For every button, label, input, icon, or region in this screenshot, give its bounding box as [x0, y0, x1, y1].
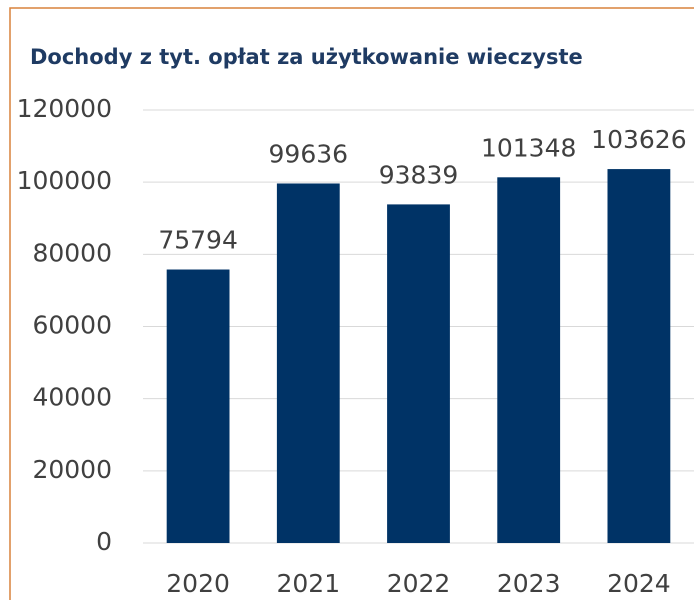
data-label: 93839 — [379, 160, 459, 189]
y-tick-label: 120000 — [17, 94, 112, 123]
bar — [166, 269, 230, 543]
x-tick-label: 2020 — [166, 569, 230, 598]
data-label: 75794 — [158, 226, 238, 255]
frame — [9, 7, 694, 600]
x-tick-label: 2023 — [497, 569, 561, 598]
data-label: 99636 — [269, 139, 349, 168]
data-label: 101348 — [481, 133, 576, 162]
y-tick-label: 60000 — [32, 311, 112, 340]
y-tick-label: 80000 — [32, 238, 112, 267]
x-tick-label: 2021 — [276, 569, 340, 598]
bar — [276, 183, 340, 543]
bar — [387, 204, 450, 543]
y-tick-label: 0 — [96, 527, 112, 556]
x-tick-label: 2022 — [387, 569, 451, 598]
y-tick-label: 40000 — [32, 383, 112, 412]
y-tick-label: 100000 — [17, 166, 112, 195]
bar — [607, 169, 671, 543]
data-label: 103626 — [591, 125, 686, 154]
chart-title: Dochody z tyt. opłat za użytkowanie wiec… — [30, 45, 583, 69]
y-tick-label: 20000 — [32, 455, 112, 484]
x-tick-label: 2024 — [607, 569, 671, 598]
bar — [497, 177, 561, 544]
